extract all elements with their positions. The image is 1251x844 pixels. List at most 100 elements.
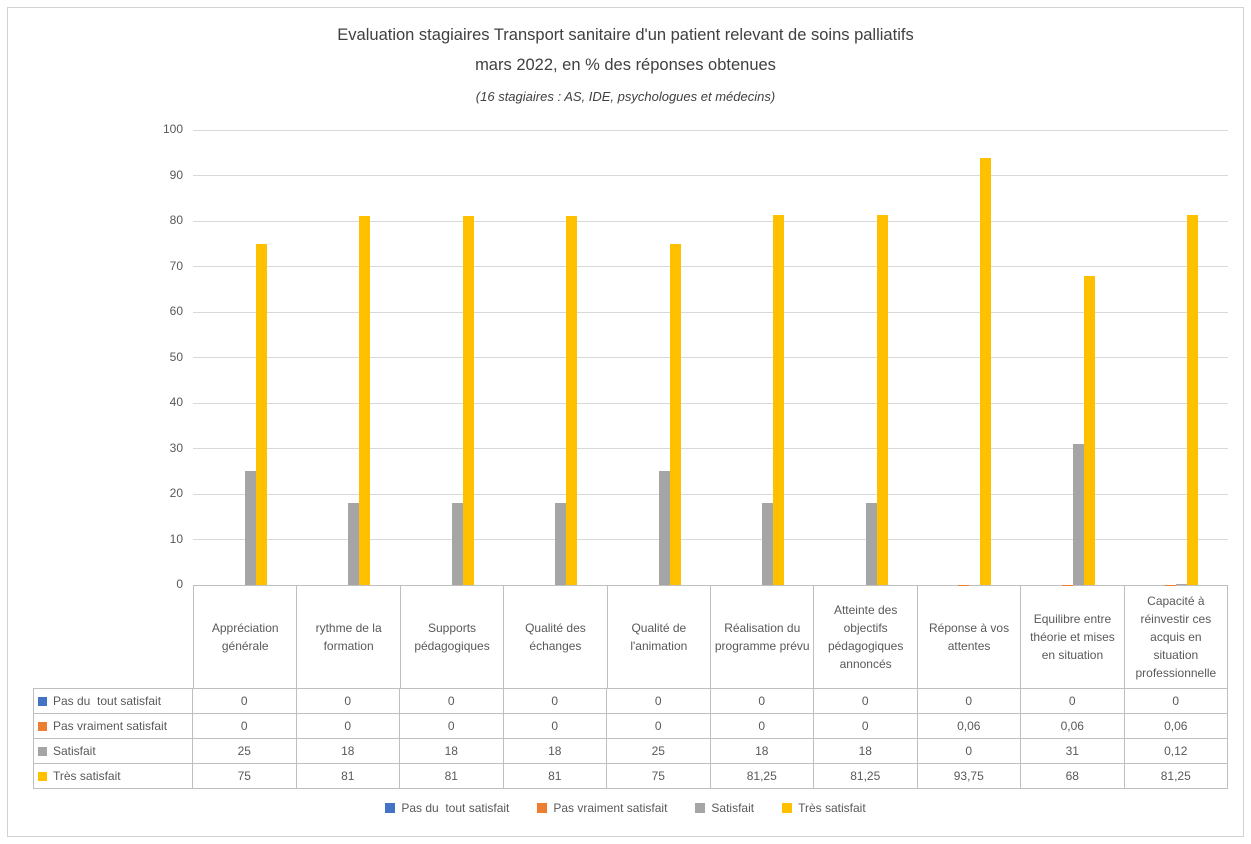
table-cell: 0 [607, 714, 711, 738]
table-cell: 0 [607, 689, 711, 713]
series-key-icon [38, 721, 47, 731]
y-axis-tick-label: 20 [169, 486, 183, 500]
table-cell: 93,75 [918, 764, 1021, 788]
gridline [193, 539, 1228, 540]
legend-swatch-icon [695, 803, 706, 813]
bar-series3-cat1 [359, 216, 371, 585]
table-cell: 0 [711, 689, 814, 713]
category-label: Supports pédagogiques [401, 586, 505, 688]
bar-series3-cat2 [462, 216, 474, 585]
gridline [193, 402, 1228, 404]
table-cell: 81 [504, 764, 607, 788]
table-cell: 0 [814, 714, 918, 738]
table-row: Pas du tout satisfait 0 0 0 0 0 0 0 0 0 0 [33, 689, 1228, 714]
table-cell: 81,25 [1125, 764, 1228, 788]
series-name: Pas du tout satisfait [53, 694, 162, 708]
table-cell: 81,25 [711, 764, 814, 788]
table-cell: 75 [607, 764, 711, 788]
legend-label: Satisfait [711, 801, 755, 815]
legend-label: Pas du tout satisfait [401, 801, 510, 815]
table-cell: 0 [711, 714, 814, 738]
legend-item: Pas vraiment satisfait [537, 801, 667, 815]
y-axis-tick-label: 0 [176, 577, 183, 591]
legend-label: Très satisfait [798, 801, 866, 815]
table-cell: 0 [193, 714, 297, 738]
legend-swatch-icon [537, 803, 548, 813]
gridline [193, 493, 1228, 495]
table-cell: 0 [504, 714, 607, 738]
gridline [193, 175, 1228, 176]
category-label: Réalisation du programme prévu [711, 586, 815, 688]
table-cell: 0 [918, 739, 1021, 763]
category-label: rythme de la formation [297, 586, 401, 688]
table-row: Satisfait 25 18 18 18 25 18 18 0 31 0,12 [33, 739, 1228, 764]
table-cell: 18 [504, 739, 607, 763]
bar-series2-cat9 [1176, 584, 1188, 585]
y-axis-tick-label: 40 [169, 395, 183, 409]
table-cell: 18 [814, 739, 918, 763]
category-label: Qualité de l'animation [608, 586, 712, 688]
table-cell: 18 [400, 739, 504, 763]
legend-item: Très satisfait [782, 801, 866, 815]
y-axis-tick-label: 30 [169, 440, 183, 455]
table-cell: 75 [193, 764, 297, 788]
category-label: Equilibre entre théorie et mises en situ… [1021, 586, 1125, 688]
bar-series2-cat4 [658, 471, 670, 585]
y-axis-tick-label: 100 [162, 122, 183, 136]
table-cell: 0,06 [918, 714, 1021, 738]
gridline [193, 448, 1228, 449]
table-row-header: Pas vraiment satisfait [33, 714, 193, 738]
series-key-icon [38, 696, 47, 706]
y-axis-tick-label: 60 [169, 304, 183, 318]
gridline [193, 220, 1228, 222]
bar-series2-cat0 [244, 471, 256, 585]
table-cell: 0 [814, 689, 918, 713]
bar-series3-cat3 [566, 216, 578, 585]
table-cell: 0 [918, 689, 1021, 713]
table-cell: 25 [607, 739, 711, 763]
series-name: Très satisfait [53, 769, 121, 783]
table-cell: 0 [1125, 689, 1228, 713]
bar-series2-cat8 [1072, 443, 1084, 585]
table-cell: 0 [400, 689, 504, 713]
category-label: Qualité des échanges [504, 586, 608, 688]
y-axis-tick-label: 50 [169, 349, 183, 364]
y-axis-tick-label: 10 [169, 531, 183, 546]
table-cell: 0 [297, 689, 400, 713]
table-cell: 0 [193, 689, 297, 713]
bar-series3-cat0 [255, 243, 267, 585]
table-row-header: Pas du tout satisfait [33, 689, 193, 713]
gridline [193, 129, 1228, 131]
bar-series3-cat5 [773, 215, 785, 585]
table-cell: 81 [400, 764, 504, 788]
table-cell: 18 [297, 739, 400, 763]
table-cell: 31 [1021, 739, 1125, 763]
gridline [193, 266, 1228, 267]
table-row-header: Satisfait [33, 739, 193, 763]
table-cell: 18 [711, 739, 814, 763]
y-axis-tick-label: 90 [169, 167, 183, 182]
bar-series2-cat6 [865, 503, 877, 585]
table-cell: 81,25 [814, 764, 918, 788]
legend-swatch-icon [385, 803, 396, 813]
category-axis-labels: Appréciation générale rythme de la format… [193, 586, 1229, 688]
table-row: Pas vraiment satisfait 0 0 0 0 0 0 0 0,06 0,06 0,0… [33, 714, 1228, 739]
gridline [193, 311, 1228, 313]
bar-series3-cat6 [876, 215, 888, 585]
table-cell: 68 [1021, 764, 1125, 788]
table-row: Très satisfait 75 81 81 81 75 81,25 81,25 93,75 6… [33, 764, 1228, 789]
gridline [193, 357, 1228, 358]
series-key-icon [38, 746, 47, 756]
category-label: Réponse à vos attentes [918, 586, 1022, 688]
table-cell: 0,06 [1021, 714, 1125, 738]
y-axis-tick-label: 70 [169, 258, 183, 273]
legend-label: Pas vraiment satisfait [553, 801, 668, 815]
table-cell: 0 [297, 714, 400, 738]
bar-series2-cat2 [451, 503, 463, 585]
table-cell: 0,12 [1125, 739, 1228, 763]
bar-series3-cat4 [669, 243, 681, 585]
category-label: Appréciation générale [193, 586, 298, 688]
table-cell: 25 [193, 739, 297, 763]
bar-series3-cat9 [1187, 215, 1199, 585]
series-name: Satisfait [53, 744, 96, 758]
